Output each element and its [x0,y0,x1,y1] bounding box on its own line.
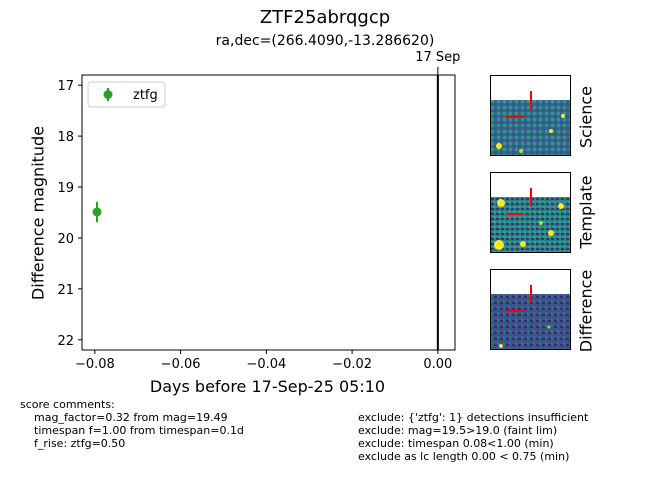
y-tick-label: 19 [57,181,74,196]
x-tick-label: −0.06 [161,357,201,372]
exclusion-line: exclude: {'ztfg': 1} detections insuffic… [358,411,589,424]
data-point [92,207,102,217]
legend-label: ztfg [133,88,158,103]
score-comments: score comments: mag_factor=0.32 from mag… [20,398,244,450]
difference-cutout-image [491,270,570,349]
x-tick-label: 0.00 [423,357,452,372]
x-tick-label: −0.02 [332,357,372,372]
y-axis-label: Difference magnitude [28,125,48,301]
score-comment-line: mag_factor=0.32 from mag=19.49 [34,411,228,424]
legend-marker [103,90,113,99]
exclusion-notes: exclude: {'ztfg': 1} detections insuffic… [358,411,588,463]
difference-cutout [490,269,571,350]
y-tick-label: 20 [57,232,74,247]
science-label: Science [576,85,596,149]
template-cutout [490,172,571,253]
exclusion-line: exclude: mag=19.5>19.0 (faint lim) [358,424,558,437]
x-tick-label: −0.08 [75,357,115,372]
exclusion-line: exclude as lc length 0.00 < 0.75 (min) [358,450,570,463]
difference-label: Difference [576,269,596,353]
template-cutout-image [491,173,570,252]
score-comment-line: f_rise: ztfg=0.50 [34,437,126,450]
template-label: Template [576,175,596,249]
y-tick-label: 17 [57,79,74,94]
x-axis-label: Days before 17-Sep-25 05:10 [149,377,386,396]
plot-title: ZTF25abrqgcp [259,7,391,28]
exclusion-line: exclude: timespan 0.08<1.00 (min) [358,437,554,450]
y-tick-label: 21 [57,283,74,298]
y-tick-label: 22 [57,334,74,349]
score-comment-line: timespan f=1.00 from timespan=0.1d [34,424,244,437]
reference-vline-label: 17 Sep [415,50,460,65]
y-tick-label: 18 [57,130,74,145]
science-cutout-image [491,76,570,155]
x-tick-label: −0.04 [246,357,286,372]
score-comments-heading: score comments: [20,398,115,411]
plot-subtitle: ra,dec=(266.4090,-13.286620) [215,33,435,49]
science-cutout [490,75,571,156]
plot-frame [81,74,456,351]
